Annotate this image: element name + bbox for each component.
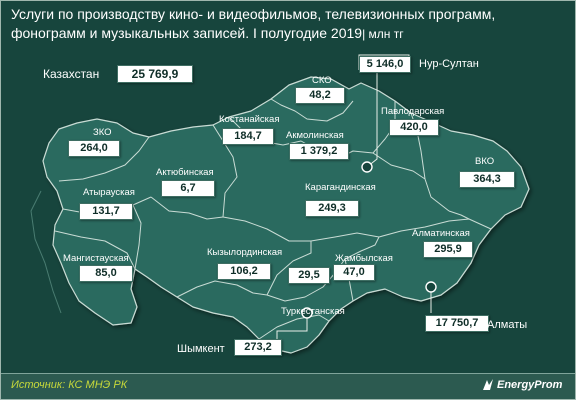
region-label-zko: ЗКО [93, 127, 112, 138]
energyprom-logo-icon [483, 379, 493, 390]
region-value-zhambyl: 47,0 [333, 264, 375, 281]
region-value-vko: 364,3 [459, 171, 515, 188]
country-label: Казахстан [43, 67, 100, 81]
brand-name: EnergyProm [497, 379, 563, 391]
region-value-kostanay: 184,7 [222, 128, 274, 145]
nur-sultan-marker [361, 161, 373, 173]
city-label-shymkent: Шымкент [177, 343, 225, 355]
city-label-nur-sultan: Нур-Султан [419, 58, 479, 70]
region-label-zhambyl: Жамбылская [335, 253, 393, 264]
region-label-aktobe: Актюбинская [156, 167, 214, 178]
region-label-vko: ВКО [475, 156, 495, 167]
region-value-almaty-region: 295,9 [423, 241, 473, 258]
region-value-kyzylorda: 106,2 [217, 263, 271, 280]
region-label-mangistau: Мангистауская [63, 253, 129, 264]
region-value-zko: 264,0 [68, 140, 120, 157]
region-label-turkestan: Туркестанская [281, 306, 345, 317]
region-label-atyrau: Атырауская [83, 187, 135, 198]
region-value-karaganda: 249,3 [305, 200, 359, 217]
region-value-sko: 48,2 [295, 87, 345, 104]
region-value-atyrau: 131,7 [79, 203, 133, 220]
country-value: 25 769,9 [117, 65, 193, 83]
city-value-almaty: 17 750,7 [425, 315, 489, 332]
title-unit: | млн тг [362, 27, 404, 41]
almaty-marker [425, 281, 437, 293]
region-label-kyzylorda: Кызылординская [207, 247, 283, 258]
region-value-mangistau: 85,0 [79, 265, 133, 282]
region-label-kostanay: Костанайская [219, 114, 280, 125]
region-value-aktobe: 6,7 [161, 180, 215, 197]
region-label-pavlodar: Павлодарская [381, 106, 445, 117]
city-label-almaty: Алматы [487, 319, 528, 331]
region-value-turkestan: 29,5 [288, 267, 330, 284]
page-title: Услуги по производству кино- и видеофиль… [11, 5, 567, 44]
shymkent-marker [301, 307, 313, 319]
footer-bar [1, 373, 575, 399]
region-label-karaganda: Карагандинская [305, 182, 376, 193]
source-note: Источник: КС МНЭ РК [11, 379, 128, 391]
coastline [30, 190, 62, 314]
city-value-shymkent: 273,2 [234, 339, 282, 356]
region-value-akmola: 1 379,2 [289, 143, 349, 160]
region-label-almaty-region: Алматинская [412, 228, 470, 239]
region-label-akmola: Акмолинская [286, 130, 344, 141]
title-text: Услуги по производству кино- и видеофиль… [11, 6, 496, 41]
region-label-sko: СКО [312, 75, 332, 86]
region-value-pavlodar: 420,0 [389, 119, 439, 136]
city-value-nur-sultan: 5 146,0 [359, 56, 411, 73]
